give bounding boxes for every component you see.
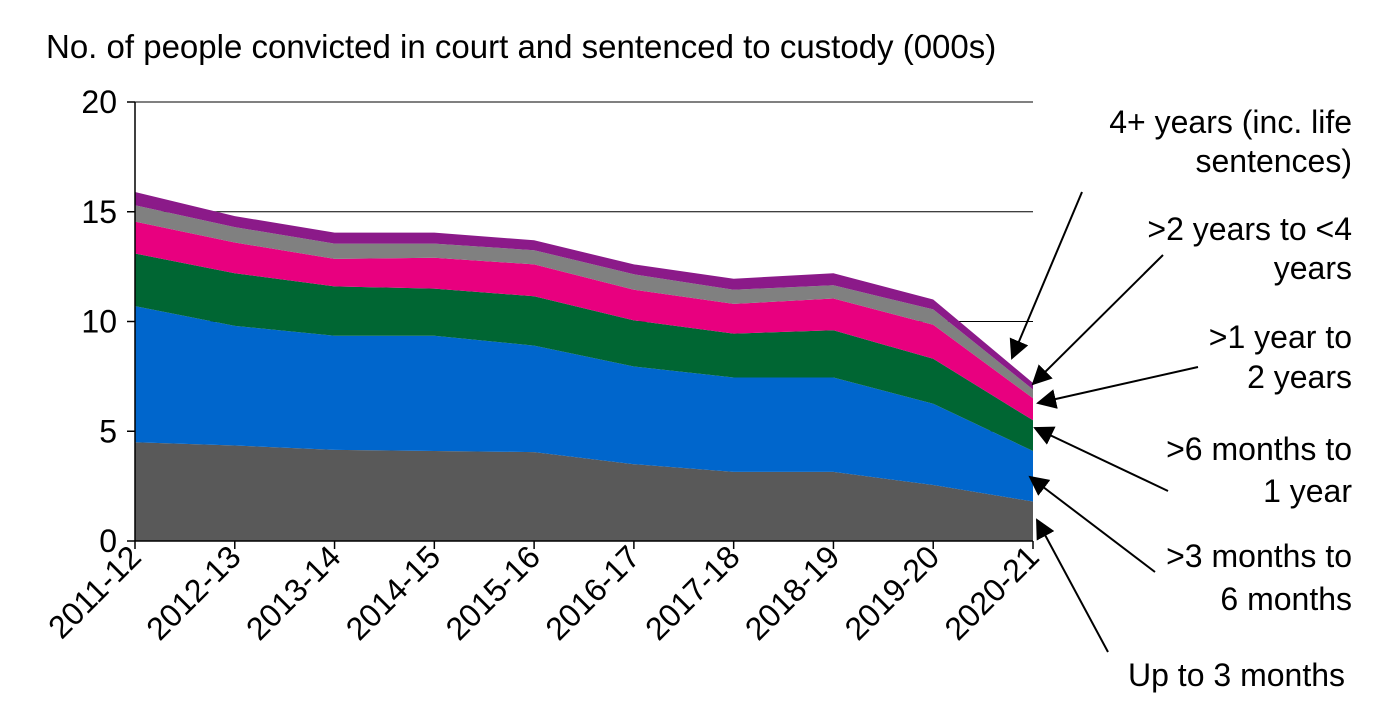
annotation-label-0: sentences) xyxy=(1195,143,1352,179)
annotation-label-1: years xyxy=(1274,250,1352,286)
y-tick-label: 15 xyxy=(81,194,117,230)
annotation-arrow-5 xyxy=(1036,518,1109,653)
annotation-label-5: Up to 3 months xyxy=(1128,657,1345,693)
x-tick-label: 2017-18 xyxy=(638,538,746,646)
x-tick-label: 2013-14 xyxy=(239,538,347,646)
x-tick-label: 2020-21 xyxy=(937,538,1045,646)
annotation-label-1: >2 years to <4 xyxy=(1147,211,1352,247)
x-tick-label: 2019-20 xyxy=(838,538,946,646)
annotation-arrow-3 xyxy=(1033,426,1169,492)
y-axis-title: No. of people convicted in court and sen… xyxy=(46,28,997,65)
y-tick-label: 20 xyxy=(81,84,117,120)
area-series-4 xyxy=(135,205,1033,399)
area-series-1 xyxy=(135,306,1033,502)
annotation-label-3: >6 months to xyxy=(1166,431,1352,467)
x-tick-label: 2012-13 xyxy=(139,538,247,646)
annotation-arrow-4 xyxy=(1028,475,1156,573)
x-tick-label: 2014-15 xyxy=(339,538,447,646)
x-tick-label: 2016-17 xyxy=(538,538,646,646)
y-tick-label: 10 xyxy=(81,304,117,340)
annotation-label-3: 1 year xyxy=(1263,473,1352,509)
area-series-0 xyxy=(135,442,1033,541)
x-tick-label: 2015-16 xyxy=(439,538,547,646)
annotation-label-0: 4+ years (inc. life xyxy=(1109,104,1352,140)
annotation-label-4: 6 months xyxy=(1220,581,1352,617)
annotation-arrow-1 xyxy=(1031,254,1164,386)
annotation-label-2: 2 years xyxy=(1247,359,1352,395)
x-tick-label: 2011-12 xyxy=(41,538,148,645)
y-tick-label: 0 xyxy=(99,523,117,559)
annotation-arrow-0 xyxy=(1009,191,1083,360)
annotation-label-4: >3 months to xyxy=(1166,538,1352,574)
area-series-5 xyxy=(135,192,1033,390)
area-series-2 xyxy=(135,253,1033,451)
area-series-3 xyxy=(135,221,1033,421)
annotation-label-2: >1 year to xyxy=(1209,319,1352,355)
x-tick-label: 2018-19 xyxy=(738,538,846,646)
y-tick-label: 5 xyxy=(99,413,117,449)
annotation-arrow-2 xyxy=(1036,366,1199,409)
